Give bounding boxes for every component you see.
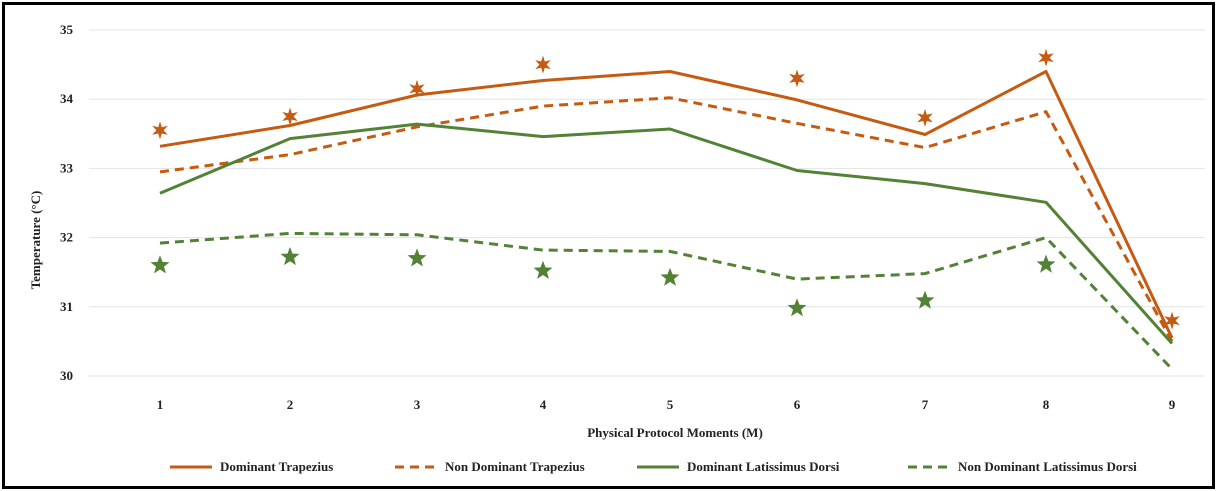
x-tick-label: 9 xyxy=(1169,397,1176,412)
gridlines xyxy=(89,30,1205,376)
x-tick-label: 2 xyxy=(287,397,294,412)
legend-label: Dominant Trapezius xyxy=(220,459,333,474)
x-axis-label: Physical Protocol Moments (M) xyxy=(587,425,763,440)
legend-label: Dominant Latissimus Dorsi xyxy=(687,459,840,474)
orange-star-marker xyxy=(535,56,551,74)
x-tick-label: 6 xyxy=(794,397,801,412)
series-line-4 xyxy=(160,233,1172,369)
series-line-2 xyxy=(160,98,1172,342)
y-tick-label: 34 xyxy=(60,91,74,106)
y-axis-label: Temperature (°C) xyxy=(28,191,43,290)
y-tick-label: 31 xyxy=(60,299,73,314)
green-star-marker xyxy=(151,255,170,273)
x-tick-label: 4 xyxy=(540,397,547,412)
y-tick-label: 30 xyxy=(60,368,73,383)
legend-label: Non Dominant Latissimus Dorsi xyxy=(958,459,1137,474)
y-tick-label: 32 xyxy=(60,230,73,245)
x-tick-label: 3 xyxy=(414,397,421,412)
green-star-marker xyxy=(1037,255,1056,273)
series-line-1 xyxy=(160,72,1172,338)
y-tick-label: 35 xyxy=(60,22,74,37)
legend-label: Non Dominant Trapezius xyxy=(445,459,585,474)
x-tick-label: 5 xyxy=(667,397,674,412)
green-star-marker xyxy=(661,268,680,286)
x-tick-label: 8 xyxy=(1043,397,1050,412)
x-tick-label: 7 xyxy=(922,397,929,412)
orange-star-marker xyxy=(152,121,168,139)
green-star-marker xyxy=(281,247,300,265)
x-tick-label: 1 xyxy=(157,397,164,412)
green-star-marker xyxy=(534,261,553,279)
green-star-marker xyxy=(788,298,807,316)
green-star-marker xyxy=(408,248,427,266)
legend: Dominant Trapezius Non Dominant Trapezius… xyxy=(170,459,1137,474)
x-axis-ticks: 1 2 3 4 5 6 7 8 9 xyxy=(157,397,1176,412)
y-axis-ticks: 30 31 32 33 34 35 xyxy=(60,22,74,383)
orange-star-marker xyxy=(917,109,933,127)
series-lines xyxy=(160,72,1172,370)
orange-star-marker xyxy=(789,69,805,87)
star-markers xyxy=(151,49,1180,330)
green-star-marker xyxy=(916,291,935,309)
orange-star-marker xyxy=(1038,49,1054,67)
y-tick-label: 33 xyxy=(60,160,74,175)
